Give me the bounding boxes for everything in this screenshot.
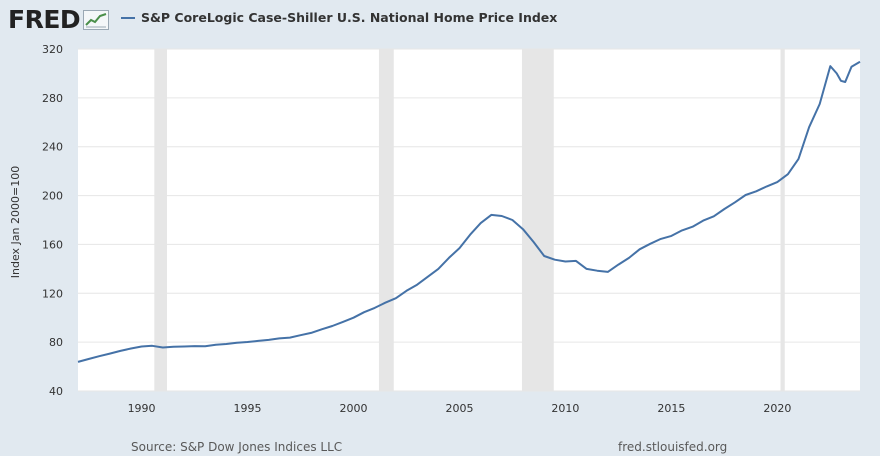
y-tick-label: 240: [42, 141, 63, 154]
series-layer: [77, 60, 861, 363]
y-axis-ticks: 40 80 120 160 200 240 280 320: [42, 43, 63, 398]
y-tick-label: 280: [42, 92, 63, 105]
x-tick-label: 2020: [763, 402, 791, 415]
recession-band: [521, 49, 554, 391]
recession-bands: [154, 49, 785, 391]
x-tick-label: 1990: [128, 402, 156, 415]
x-tick-label: 2010: [551, 402, 579, 415]
x-axis-ticks: 1990 1995 2000 2005 2010 2015 2020: [128, 402, 792, 415]
series-line[interactable]: [77, 60, 861, 363]
y-axis-label: Index Jan 2000=100: [9, 166, 22, 278]
y-tick-label: 200: [42, 190, 63, 203]
plot-area: [78, 49, 860, 391]
fred-logo-text: FRED: [8, 5, 81, 34]
x-tick-label: 1995: [234, 402, 262, 415]
legend-swatch: [121, 16, 135, 19]
x-tick-label: 2015: [657, 402, 685, 415]
chart-icon: [83, 10, 110, 30]
site-link[interactable]: fred.stlouisfed.org: [618, 440, 728, 454]
x-tick-label: 2000: [340, 402, 368, 415]
fred-logo[interactable]: FRED: [8, 5, 110, 34]
recession-band: [154, 49, 168, 391]
chart-legend: S&P CoreLogic Case-Shiller U.S. National…: [121, 10, 557, 25]
y-tick-label: 160: [42, 238, 63, 251]
gridlines: [78, 48, 860, 392]
legend-series-label[interactable]: S&P CoreLogic Case-Shiller U.S. National…: [141, 10, 558, 25]
y-tick-label: 80: [49, 336, 63, 349]
x-tick-label: 2005: [445, 402, 473, 415]
y-tick-label: 120: [42, 287, 63, 300]
recession-band: [378, 49, 394, 391]
recession-band: [780, 49, 785, 391]
source-note: Source: S&P Dow Jones Indices LLC: [131, 440, 343, 454]
y-tick-label: 40: [49, 385, 63, 398]
y-tick-label: 320: [42, 43, 63, 56]
